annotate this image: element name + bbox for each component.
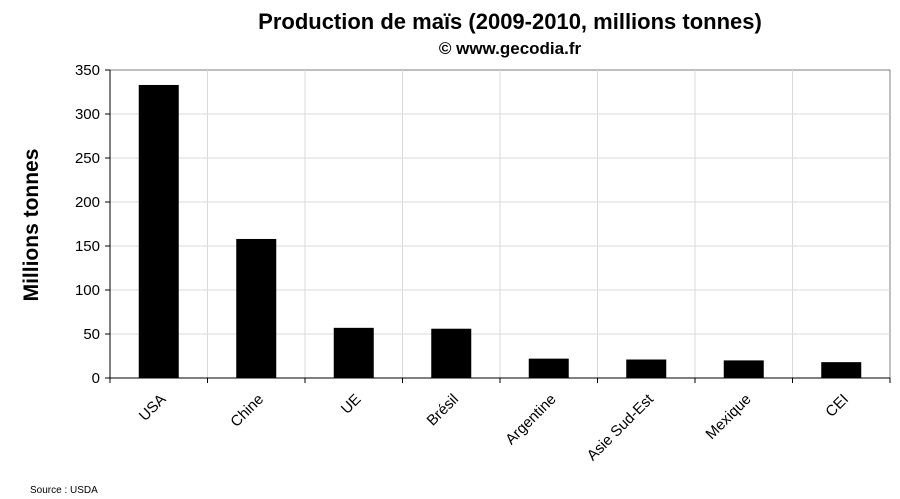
source-note: Source : USDA [30,485,98,496]
x-tick-label: CEI [822,391,852,421]
bar-5 [626,359,667,378]
bar-6 [723,360,764,378]
y-tick-label: 350 [75,62,100,79]
chart-title: Production de maïs (2009-2010, millions … [258,9,762,34]
x-tick-label: Brésil [424,391,463,430]
y-tick-label: 300 [75,106,100,123]
bar-0 [138,84,179,379]
plot-area: 0 50 100 150 200 250 300 350 USA Chine UE Brésil Arg… [75,62,891,464]
x-tick-label: UE [338,391,365,418]
bar-3 [431,328,472,378]
bar-1 [236,238,277,378]
x-tick-label: Mexique [702,391,754,443]
y-axis-label: Millions tonnes [20,149,43,302]
x-tick-label: Chine [227,391,267,431]
x-tick-label: USA [136,391,170,425]
y-tick-label: 200 [75,194,100,211]
chart-subtitle: © www.gecodia.fr [439,39,582,58]
x-tick-label: Argentine [502,391,559,448]
y-tick-label: 100 [75,282,100,299]
y-tick-label: 150 [75,238,100,255]
bar-2 [333,327,374,378]
y-tick-label: 250 [75,150,100,167]
x-tick-label: Asie Sud-Est [584,390,658,464]
y-tick-label: 50 [83,326,100,343]
y-tick-label: 0 [92,370,100,387]
bar-4 [528,358,569,378]
bar-7 [821,362,862,378]
